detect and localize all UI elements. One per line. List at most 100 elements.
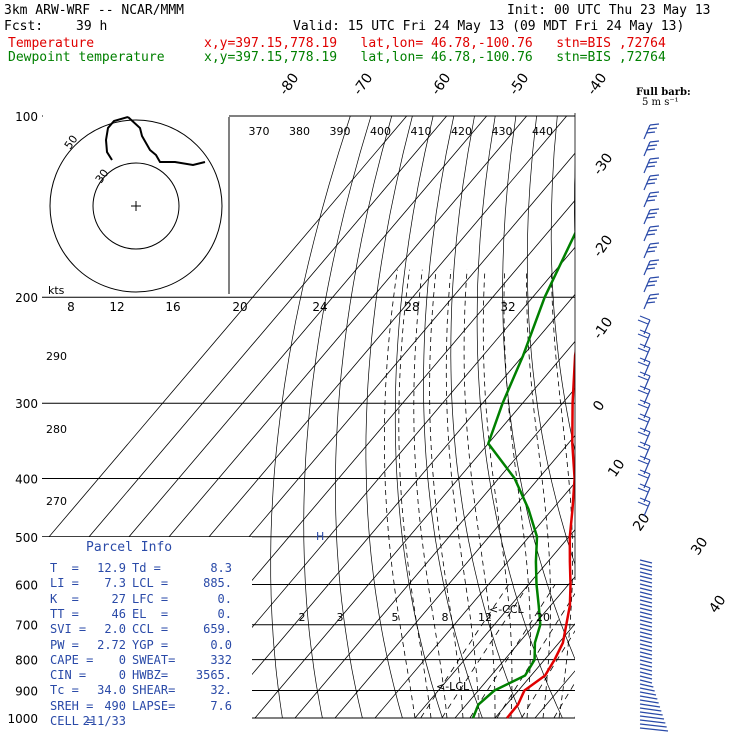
mixing-ratio-label: 3	[337, 611, 344, 624]
wind-barb	[639, 639, 653, 644]
theta-e-label: 400	[370, 125, 391, 138]
mixing-ratio-label: 8	[442, 611, 449, 624]
wind-barb-flag	[639, 315, 651, 321]
isotherm-line	[174, 246, 575, 719]
dry-adiabat	[502, 115, 575, 660]
dry-adiabat	[723, 116, 740, 718]
moist-adiabat	[398, 269, 432, 719]
dry-adiabat	[450, 115, 523, 719]
dry-adiabat	[335, 115, 393, 719]
moist-adiabat	[550, 269, 573, 719]
wind-barb	[639, 587, 653, 592]
isotherm-label: -50	[506, 70, 532, 98]
wind-barb	[639, 611, 653, 616]
h-marker: H	[316, 530, 324, 543]
wind-barb-flag	[649, 123, 660, 126]
wind-barb	[639, 583, 653, 588]
parcel-info-label: LAPSE=	[132, 698, 176, 713]
moist-adiabat	[526, 269, 551, 719]
hodograph-kts-label: kts	[48, 284, 65, 297]
wind-barb	[639, 563, 653, 568]
parcel-info-value: 490	[104, 698, 126, 713]
moist-adiabat	[463, 269, 496, 718]
parcel-info-label: SWEAT=	[132, 652, 176, 667]
wind-barb-flag	[647, 161, 658, 164]
model-title: 3km ARW-WRF -- NCAR/MMM	[4, 3, 185, 18]
profile-dewpoint-temperature	[471, 230, 575, 719]
parcel-info-value: 7.3	[104, 576, 126, 591]
forecast-hour: 39 h	[76, 19, 108, 34]
pressure-label: 800	[15, 654, 38, 668]
wind-barb	[639, 675, 653, 680]
isotherm-label: 10	[605, 457, 628, 481]
wind-barb-flag	[639, 385, 651, 391]
parcel-info-value: 0	[118, 668, 126, 683]
isotherm-label: -10	[590, 314, 616, 342]
parcel-info-value: 8.3	[210, 561, 232, 575]
wind-barb	[639, 631, 653, 636]
wind-barb	[643, 141, 651, 157]
lcl-marker: <-LCL	[436, 680, 470, 693]
isotherm-label: 40	[706, 593, 729, 617]
pressure-label: 400	[15, 472, 38, 486]
wind-barb-flag	[649, 140, 660, 143]
wind-barb-flag	[649, 174, 660, 177]
isotherm-line	[214, 293, 575, 719]
wind-barb	[639, 679, 653, 684]
parcel-info-value: 659.	[203, 622, 232, 637]
pressure-label: 200	[15, 291, 38, 305]
dry-adiabat	[365, 115, 413, 719]
parcel-info-label: LFC =	[132, 591, 169, 606]
wind-barb-flag	[645, 148, 656, 151]
wind-barb-flag	[647, 212, 658, 215]
wind-barb-flag	[637, 403, 649, 409]
wind-barb-flag	[647, 178, 658, 181]
hodograph-speed-tick: 28	[404, 300, 419, 314]
parcel-info-row: CAPE = 0 SWEAT= 332	[50, 653, 250, 667]
parcel-info-label: CIN =	[50, 668, 87, 683]
wind-barb	[639, 623, 653, 628]
wind-barb-flag	[637, 389, 649, 395]
parcel-info-label: LI =	[50, 576, 79, 591]
parcel-info-value: 2.72	[97, 637, 126, 652]
parcel-info-value: 0.	[217, 606, 232, 621]
dewpoint-location: x,y=397.15,778.19 lat,lon= 46.78,-100.76…	[204, 50, 666, 65]
wind-barb-flag	[647, 127, 658, 130]
parcel-info-value: 32.	[210, 683, 232, 698]
pressure-label: 500	[15, 531, 38, 545]
hodograph-ring	[92, 162, 180, 250]
temperature-legend: Temperature	[8, 36, 95, 51]
valid-time: Valid: 15 UTC Fri 24 May 13 (09 MDT Fri …	[293, 19, 685, 34]
parcel-info-label: HWBZ=	[132, 668, 169, 683]
wind-barb	[639, 607, 653, 612]
parcel-info-value: 34.0	[97, 683, 126, 698]
parcel-info-row: PW = 2.72 YGP = 0.0	[50, 638, 250, 652]
wind-barb	[639, 671, 653, 676]
wind-barb	[639, 723, 667, 728]
dry-adiabat	[702, 116, 740, 718]
wind-barb-flag	[645, 233, 656, 236]
wind-barb-flag	[637, 459, 649, 465]
wind-barb	[639, 707, 662, 712]
wind-barb-flag	[639, 427, 651, 433]
hodograph-speed-tick: 16	[165, 300, 180, 314]
wind-barb-flag	[637, 347, 649, 353]
parcel-info-label: T =	[50, 561, 79, 575]
parcel-info-label: SREH =	[50, 698, 94, 713]
dry-adiabat	[550, 115, 575, 453]
wind-barb-flag	[649, 157, 660, 160]
pressure-label: 1000	[7, 712, 38, 726]
moist-adiabat	[413, 269, 448, 719]
mixing-ratio-label: 20	[536, 611, 550, 624]
parcel-info-row: TT = 46 EL = 0.	[50, 607, 250, 621]
wind-barb-flag	[649, 276, 660, 279]
isotherm-line	[254, 340, 575, 719]
hodograph-scale-label: 280	[46, 423, 67, 436]
wind-barb	[639, 703, 661, 708]
wind-barb-flag	[645, 267, 656, 270]
wind-barb	[639, 655, 653, 660]
wind-barb	[643, 226, 651, 242]
wind-barb	[643, 243, 651, 259]
wind-barb-flag	[639, 329, 651, 335]
wind-barb-flag	[647, 280, 658, 283]
